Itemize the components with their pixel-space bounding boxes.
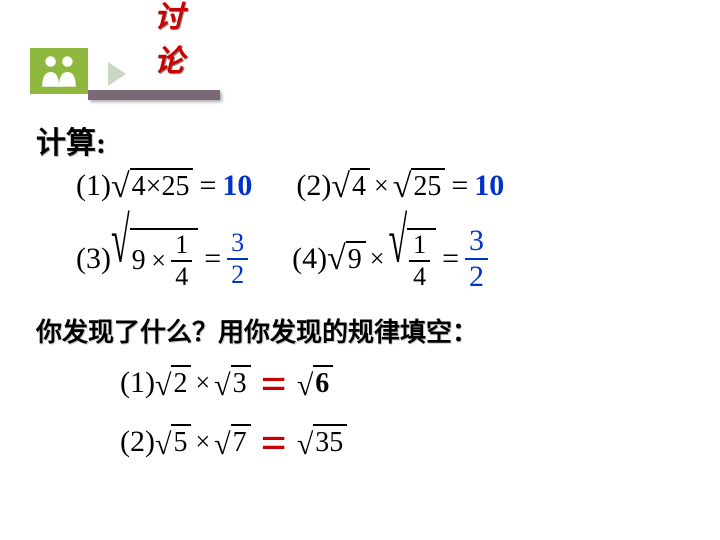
sqrt-icon: √9	[327, 241, 366, 277]
denominator: 2	[227, 258, 248, 288]
radicand: 9	[348, 243, 362, 277]
chevron-icon	[108, 62, 126, 86]
people-icon	[30, 48, 88, 94]
answer: 35	[315, 426, 343, 460]
answer: 10	[474, 169, 504, 203]
radicand: 3	[233, 367, 247, 401]
header: 讨论	[30, 48, 88, 94]
problem-index: (4)	[292, 242, 327, 276]
radicand: 4	[352, 170, 366, 204]
fill-row-1: (1) √2 × √3 = √6	[120, 357, 700, 410]
sqrt-icon: √7	[214, 424, 250, 460]
problem-index: (2)	[120, 425, 155, 459]
answer: 10	[222, 169, 252, 203]
times-icon: ×	[191, 368, 214, 398]
numerator: 1	[409, 232, 430, 260]
radicand: 25	[413, 170, 441, 204]
times-icon: ×	[366, 244, 389, 274]
radicand: 5	[173, 426, 187, 460]
denominator: 2	[465, 258, 488, 292]
problem-index: (1)	[76, 169, 111, 203]
numerator: 3	[227, 230, 248, 258]
fraction: 1 4	[409, 232, 430, 290]
equals: =	[199, 169, 216, 203]
sqrt-icon: √ 9 × 1 4	[111, 228, 198, 290]
answer-fraction: 3 2	[227, 230, 248, 288]
times-icon: ×	[370, 171, 393, 201]
problem-index: (3)	[76, 242, 111, 276]
answer: 6	[315, 367, 329, 401]
sqrt-icon: √ 1 4	[388, 228, 436, 290]
denominator: 4	[171, 260, 192, 290]
sqrt-icon: √4×25	[111, 168, 193, 204]
divider-bar	[88, 90, 220, 100]
fraction: 1 4	[171, 232, 192, 290]
times-icon: ×	[146, 245, 172, 276]
problem-index: (1)	[120, 366, 155, 400]
radicand: 2	[173, 367, 187, 401]
sqrt-icon: √6	[297, 365, 333, 401]
sqrt-icon: √25	[393, 168, 446, 204]
equals-red: =	[261, 416, 287, 469]
problem-row-2: (3) √ 9 × 1 4 = 3 2 (4) √9 × √	[76, 226, 700, 292]
section-title: 讨论	[154, 0, 184, 80]
denominator: 4	[409, 260, 430, 290]
expr: 4×25	[132, 170, 190, 204]
coef: 9	[132, 244, 146, 278]
problem-row-1: (1) √4×25 = 10 (2) √4 × √25 = 10	[76, 168, 700, 204]
question-text: 你发现了什么？用你发现的规律填空：	[36, 312, 700, 349]
problem-index: (2)	[296, 169, 331, 203]
sqrt-icon: √2	[155, 365, 191, 401]
sqrt-icon: √4	[331, 168, 370, 204]
numerator: 3	[465, 226, 488, 258]
equals-red: =	[261, 357, 287, 410]
sqrt-icon: √5	[155, 424, 191, 460]
sqrt-icon: √35	[297, 424, 347, 460]
numerator: 1	[171, 232, 192, 260]
content-area: 计算: (1) √4×25 = 10 (2) √4 × √25 = 10 (3)…	[36, 118, 700, 469]
calculate-label: 计算:	[36, 118, 700, 162]
equals: =	[204, 242, 221, 276]
times-icon: ×	[191, 427, 214, 457]
sqrt-icon: √3	[214, 365, 250, 401]
answer-fraction: 3 2	[465, 226, 488, 292]
radicand: 7	[233, 426, 247, 460]
equals: =	[451, 169, 468, 203]
equals: =	[442, 242, 459, 276]
fill-row-2: (2) √5 × √7 = √35	[120, 416, 700, 469]
